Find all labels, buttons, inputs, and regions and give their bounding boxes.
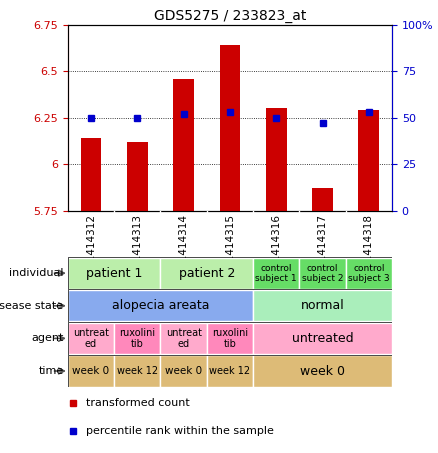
Text: ruxolini
tib: ruxolini tib [119,328,155,349]
Bar [346,257,392,289]
Text: transformed count: transformed count [86,398,190,408]
Text: control
subject 3: control subject 3 [348,264,390,283]
Bar [68,323,114,354]
Text: week 12: week 12 [209,366,251,376]
Bar [160,257,253,289]
Text: percentile rank within the sample: percentile rank within the sample [86,426,274,436]
Text: week 0: week 0 [165,366,202,376]
Bar [81,138,102,211]
Text: GSM1414315: GSM1414315 [225,214,235,284]
Text: time: time [38,366,64,376]
Bar [114,323,160,354]
Bar [160,355,207,387]
Text: GSM1414318: GSM1414318 [364,214,374,284]
Bar [300,257,346,289]
Bar [68,257,160,289]
Text: disease state: disease state [0,301,64,311]
Bar [207,323,253,354]
Text: week 0: week 0 [300,365,345,377]
Text: GSM1414312: GSM1414312 [86,214,96,284]
Text: patient 2: patient 2 [179,267,235,280]
Bar [253,257,300,289]
Bar [207,355,253,387]
Text: normal: normal [300,299,344,312]
Text: control
subject 1: control subject 1 [255,264,297,283]
Text: GSM1414313: GSM1414313 [132,214,142,284]
Title: GDS5275 / 233823_at: GDS5275 / 233823_at [154,9,306,23]
Text: week 0: week 0 [72,366,110,376]
Bar [358,111,379,211]
Bar [173,79,194,211]
Bar [253,323,392,354]
Bar [266,109,286,211]
Text: control
subject 2: control subject 2 [302,264,343,283]
Text: individual: individual [9,268,64,278]
Bar [114,355,160,387]
Bar [312,188,333,211]
Text: untreated: untreated [292,332,353,345]
Bar [160,323,207,354]
Text: patient 1: patient 1 [86,267,142,280]
Text: untreat
ed: untreat ed [166,328,201,349]
Text: untreat
ed: untreat ed [73,328,109,349]
Text: agent: agent [31,333,64,343]
Bar [68,355,114,387]
Bar [253,290,392,322]
Bar [219,45,240,211]
Text: ruxolini
tib: ruxolini tib [212,328,248,349]
Bar [127,142,148,211]
Bar [68,290,253,322]
Text: GSM1414317: GSM1414317 [318,214,328,284]
Text: GSM1414314: GSM1414314 [179,214,189,284]
Text: alopecia areata: alopecia areata [112,299,209,312]
Text: week 12: week 12 [117,366,158,376]
Bar [253,355,392,387]
Text: GSM1414316: GSM1414316 [271,214,281,284]
